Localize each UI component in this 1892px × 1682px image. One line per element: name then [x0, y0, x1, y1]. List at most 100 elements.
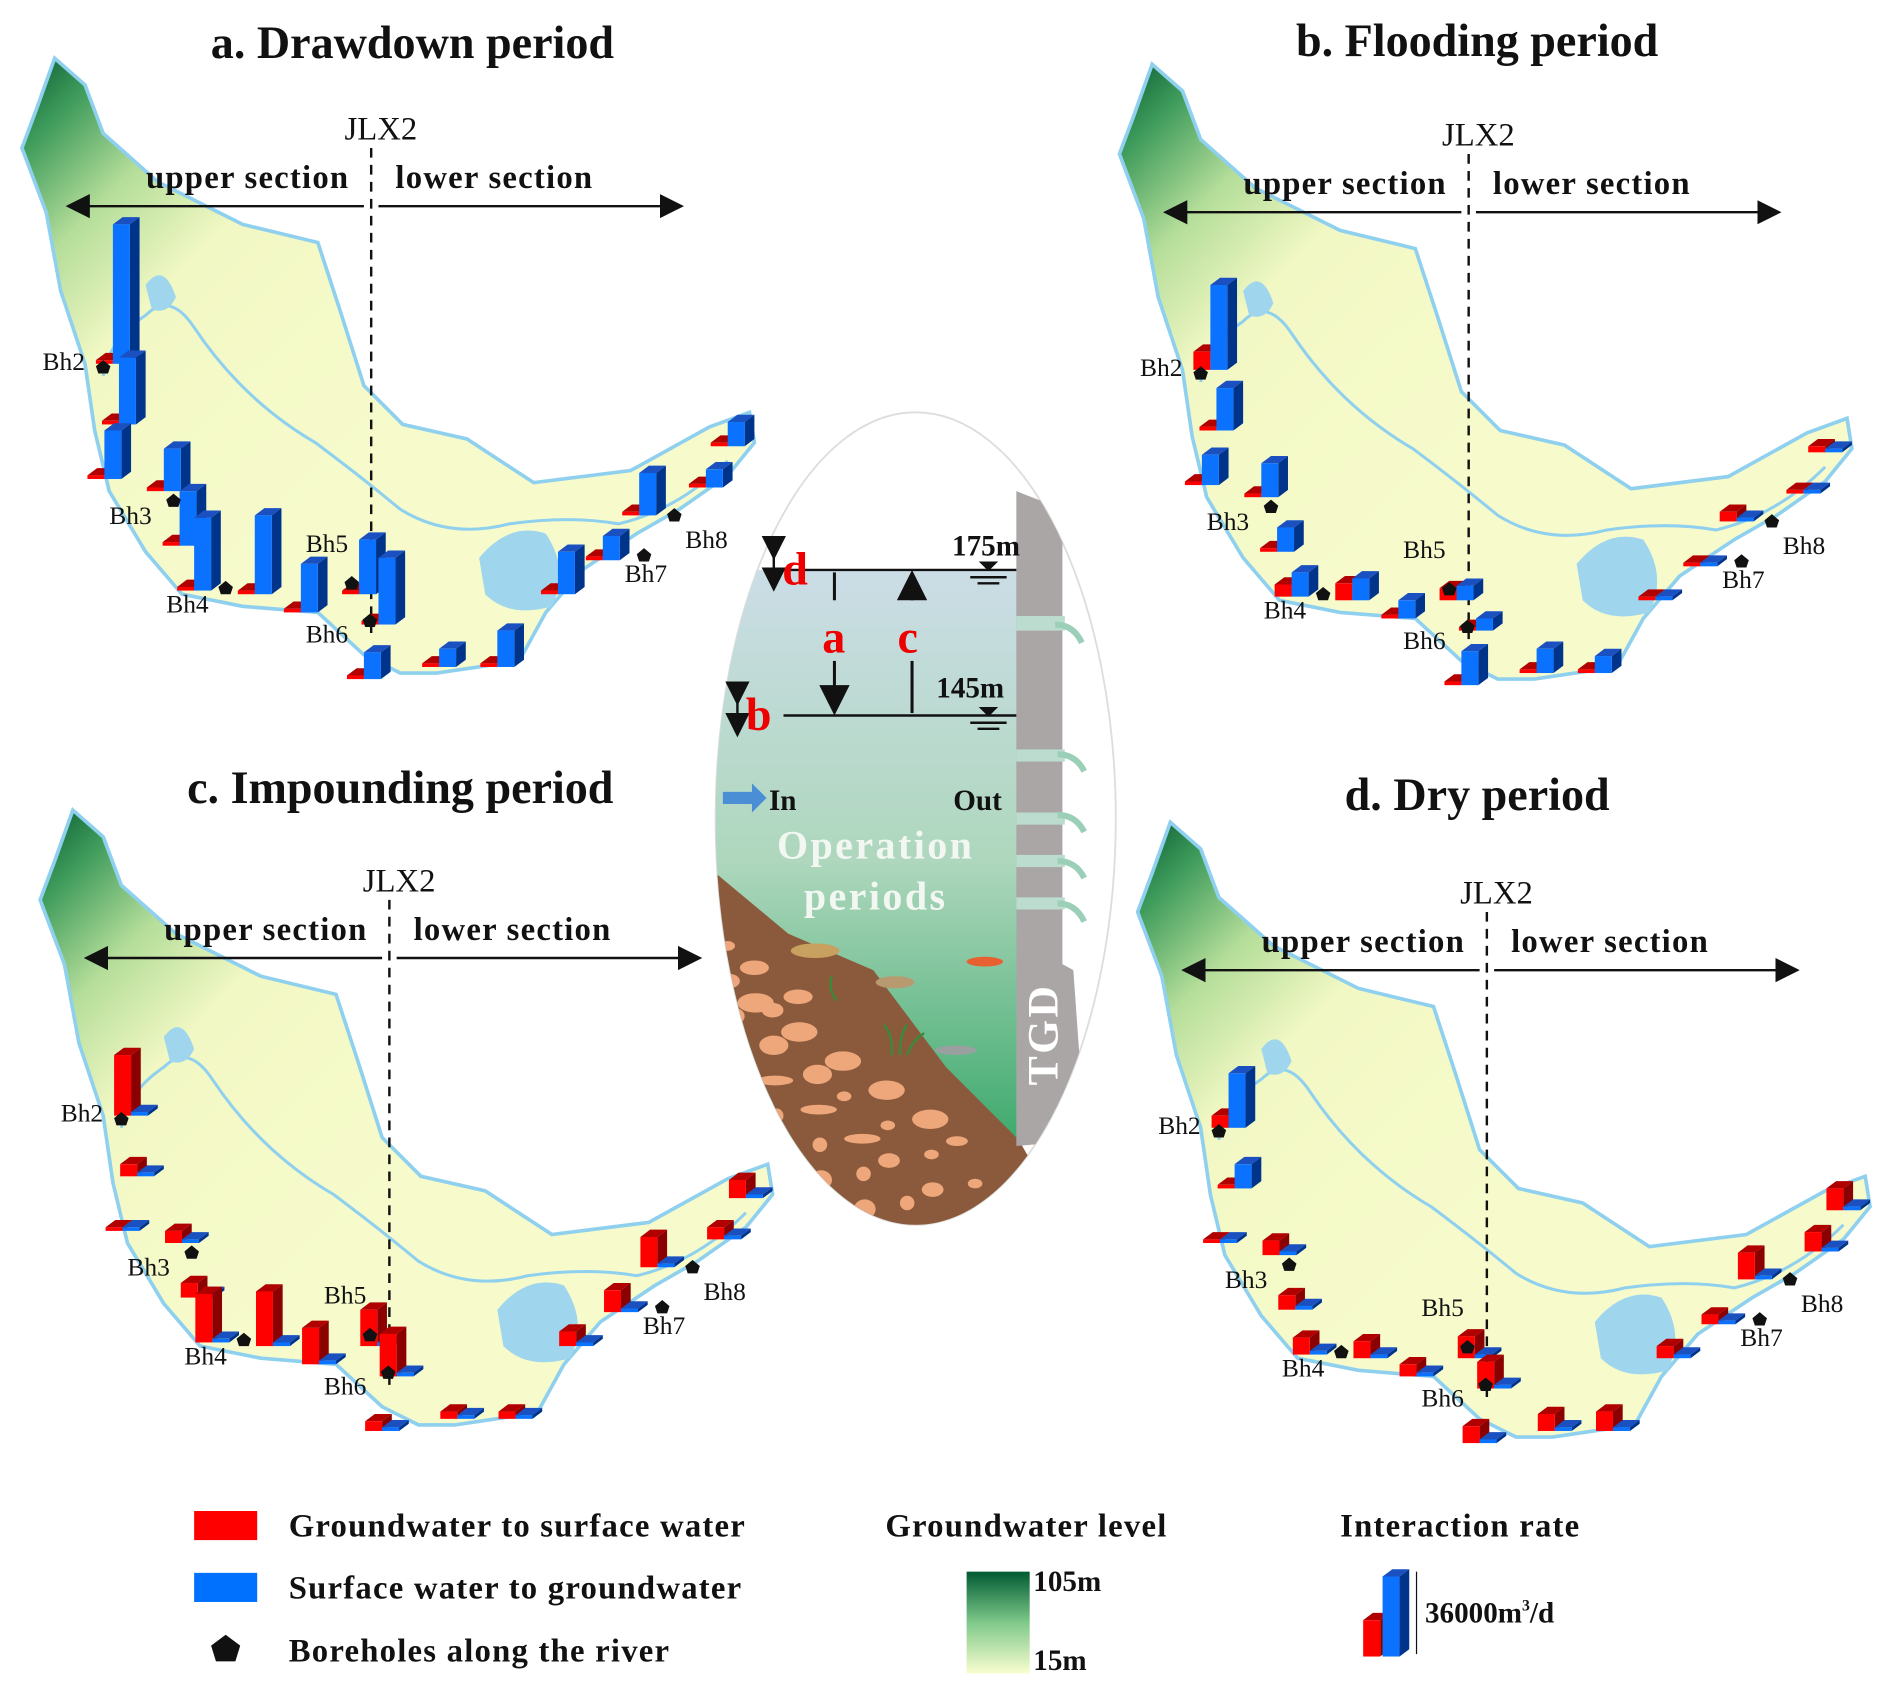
interaction-bar — [1826, 1181, 1871, 1211]
borehole-marker — [166, 493, 181, 507]
borehole-marker — [1460, 619, 1475, 634]
interaction-bar — [361, 550, 406, 625]
borehole-label-bh6: Bh6 — [306, 620, 348, 649]
borehole-marker — [362, 1327, 378, 1342]
borehole-label-bh3: Bh3 — [127, 1253, 169, 1282]
interaction-bar — [622, 465, 666, 516]
borehole-marker — [1315, 586, 1331, 601]
interaction-bar — [237, 508, 282, 595]
borehole-label-bh3: Bh3 — [1207, 507, 1249, 536]
borehole-label-bh6: Bh6 — [1403, 626, 1445, 655]
lake — [479, 530, 560, 611]
borehole-label-bh4: Bh4 — [1282, 1353, 1325, 1382]
interaction-bar — [1786, 482, 1831, 494]
interaction-bar — [1278, 1287, 1322, 1310]
inflow-label: In — [769, 785, 797, 817]
borehole-marker — [218, 580, 233, 595]
interaction-bar — [283, 556, 328, 613]
plant-icon — [829, 975, 925, 1056]
station-label: JLX2 — [345, 111, 418, 147]
interaction-bar — [728, 1172, 773, 1199]
borehole-marker — [636, 548, 652, 562]
interaction-bar — [365, 1413, 409, 1431]
interaction-bar — [255, 1284, 300, 1347]
borehole-marker — [1193, 366, 1208, 380]
caption-line2: periods — [804, 874, 948, 919]
borehole-label-bh7: Bh7 — [625, 559, 667, 588]
interaction-bar — [1719, 504, 1764, 522]
borehole-marker — [1734, 554, 1749, 568]
inflow-arrow-icon — [722, 783, 767, 813]
borehole-label-bh4: Bh4 — [166, 589, 209, 618]
borehole-marker — [685, 1259, 700, 1274]
borehole-label-bh3: Bh3 — [109, 501, 151, 530]
interaction-bar — [1262, 1233, 1307, 1256]
interaction-bar — [688, 462, 733, 488]
panel-c: JLX2 upper section lower section Bh2 Bh3 Bh4 B… — [38, 806, 775, 1431]
interaction-bar — [1656, 1338, 1701, 1359]
lake — [497, 1282, 578, 1363]
upper-section-label: upper section — [164, 912, 367, 948]
interaction-bars — [105, 1047, 773, 1431]
interaction-bar — [1804, 1224, 1849, 1252]
interaction-bar — [105, 1219, 150, 1231]
borehole-label-bh5: Bh5 — [306, 529, 348, 558]
borehole-marker — [362, 613, 378, 627]
interaction-bar — [1353, 1333, 1398, 1359]
legend-swatch-sw-to-gw — [194, 1572, 258, 1602]
interaction-bar — [1457, 1329, 1502, 1359]
reservoir — [1243, 281, 1274, 317]
borehole-label-bh6: Bh6 — [1421, 1384, 1463, 1413]
operation-diagram: 175m 145m d b a c In Out Operation perio… — [714, 411, 1117, 1226]
upper-section-label: upper section — [1243, 166, 1446, 202]
interaction-bars — [1203, 1065, 1871, 1444]
interaction-bar — [1244, 455, 1288, 498]
interaction-bar — [1519, 641, 1564, 674]
borehole-marker — [1263, 499, 1279, 513]
interaction-bar — [95, 217, 140, 364]
interaction-bar — [146, 441, 191, 492]
interaction-bar — [1203, 1232, 1247, 1244]
interaction-bar — [1184, 447, 1229, 486]
marker-b: b — [746, 689, 772, 740]
legend-gw-to-sw: Groundwater to surface water — [289, 1508, 746, 1544]
legend-boreholes: Boreholes along the river — [289, 1633, 671, 1669]
borehole-label-bh7: Bh7 — [1722, 565, 1764, 594]
interaction-bar — [440, 1404, 484, 1419]
interaction-bar — [1292, 1330, 1337, 1355]
interaction-bar — [120, 1156, 164, 1177]
interaction-bar — [1462, 1418, 1507, 1444]
station-label: JLX2 — [1442, 118, 1515, 154]
borehole-label-bh3: Bh3 — [1225, 1265, 1267, 1294]
panel-b: JLX2 upper section lower section Bh2 Bh3 Bh4 B… — [1117, 61, 1854, 686]
upper-section-label: upper section — [1262, 924, 1465, 960]
interaction-bar — [1537, 1406, 1582, 1431]
groundwater-level-colorbar — [966, 1571, 1030, 1674]
interaction-bar — [1335, 571, 1379, 601]
borehole-marker — [1460, 1340, 1475, 1354]
interaction-bar — [1274, 565, 1319, 597]
borehole-label-bh8: Bh8 — [1783, 531, 1825, 560]
fish-icon — [790, 943, 1003, 1056]
interaction-bar — [195, 1286, 240, 1343]
marker-a: a — [822, 611, 845, 662]
borehole-label-bh5: Bh5 — [1403, 535, 1445, 564]
panel-d-title: d. Dry period — [1345, 769, 1610, 820]
station-label: JLX2 — [363, 863, 436, 899]
level-175m: 175m — [952, 530, 1020, 562]
panel-d: JLX2 upper section lower section Bh2 Bh3 Bh4 B… — [1135, 819, 1872, 1444]
borehole-marker — [1764, 514, 1780, 528]
borehole-marker — [1334, 1344, 1349, 1359]
panel-a: JLX2 upper section lower section Bh2 Bh3 Bh4 B… — [19, 55, 757, 680]
interaction-bar — [422, 641, 466, 667]
borehole-label-bh7: Bh7 — [1740, 1323, 1782, 1352]
interaction-bar — [1737, 1245, 1782, 1280]
interaction-bar — [1808, 438, 1852, 453]
lower-section-label: lower section — [1493, 166, 1691, 202]
borehole-label-bh5: Bh5 — [1421, 1293, 1463, 1322]
interaction-bar — [1217, 1156, 1262, 1189]
reservoir — [145, 275, 176, 311]
rate-value: 36000m3/d — [1425, 1597, 1554, 1629]
borehole-label-bh5: Bh5 — [324, 1281, 366, 1310]
